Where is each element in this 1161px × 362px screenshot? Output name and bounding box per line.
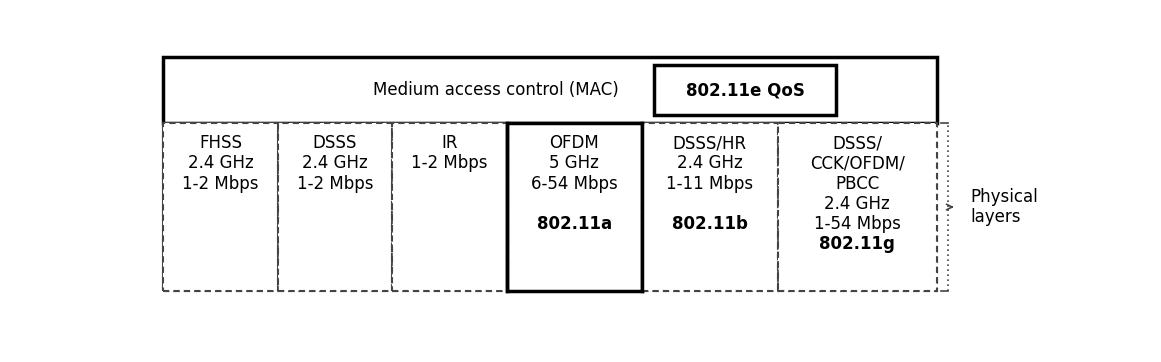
Text: 802.11b: 802.11b [672, 215, 748, 233]
Bar [163, 58, 937, 123]
Text: 802.11e QoS: 802.11e QoS [686, 81, 805, 99]
Text: 1-2 Mbps: 1-2 Mbps [297, 174, 373, 193]
Text: IR: IR [441, 134, 457, 152]
Bar [642, 123, 778, 291]
Text: PBCC: PBCC [835, 174, 879, 193]
Text: 1-2 Mbps: 1-2 Mbps [182, 174, 259, 193]
Text: 1-54 Mbps: 1-54 Mbps [814, 215, 901, 233]
Text: DSSS/HR: DSSS/HR [672, 134, 747, 152]
Text: CCK/OFDM/: CCK/OFDM/ [809, 155, 904, 172]
Text: 2.4 GHz: 2.4 GHz [302, 155, 368, 172]
Bar [778, 123, 937, 291]
Bar [163, 123, 277, 291]
Text: FHSS: FHSS [199, 134, 241, 152]
Text: 802.11a: 802.11a [536, 215, 612, 233]
Text: 2.4 GHz: 2.4 GHz [824, 195, 890, 212]
Text: OFDM: OFDM [549, 134, 599, 152]
Text: 5 GHz: 5 GHz [549, 155, 599, 172]
Text: 802.11g: 802.11g [820, 235, 895, 253]
Bar [277, 123, 392, 291]
Text: 6-54 Mbps: 6-54 Mbps [531, 174, 618, 193]
Text: DSSS/: DSSS/ [832, 134, 882, 152]
Text: 2.4 GHz: 2.4 GHz [188, 155, 253, 172]
Text: 2.4 GHz: 2.4 GHz [677, 155, 743, 172]
Text: DSSS: DSSS [312, 134, 358, 152]
Text: Physical
layers: Physical layers [971, 188, 1038, 227]
Text: 1-11 Mbps: 1-11 Mbps [666, 174, 753, 193]
Bar [655, 65, 836, 115]
Bar [506, 123, 642, 291]
Text: 1-2 Mbps: 1-2 Mbps [411, 155, 488, 172]
Bar [392, 123, 506, 291]
Bar [163, 123, 937, 291]
Text: Medium access control (MAC): Medium access control (MAC) [373, 81, 619, 99]
